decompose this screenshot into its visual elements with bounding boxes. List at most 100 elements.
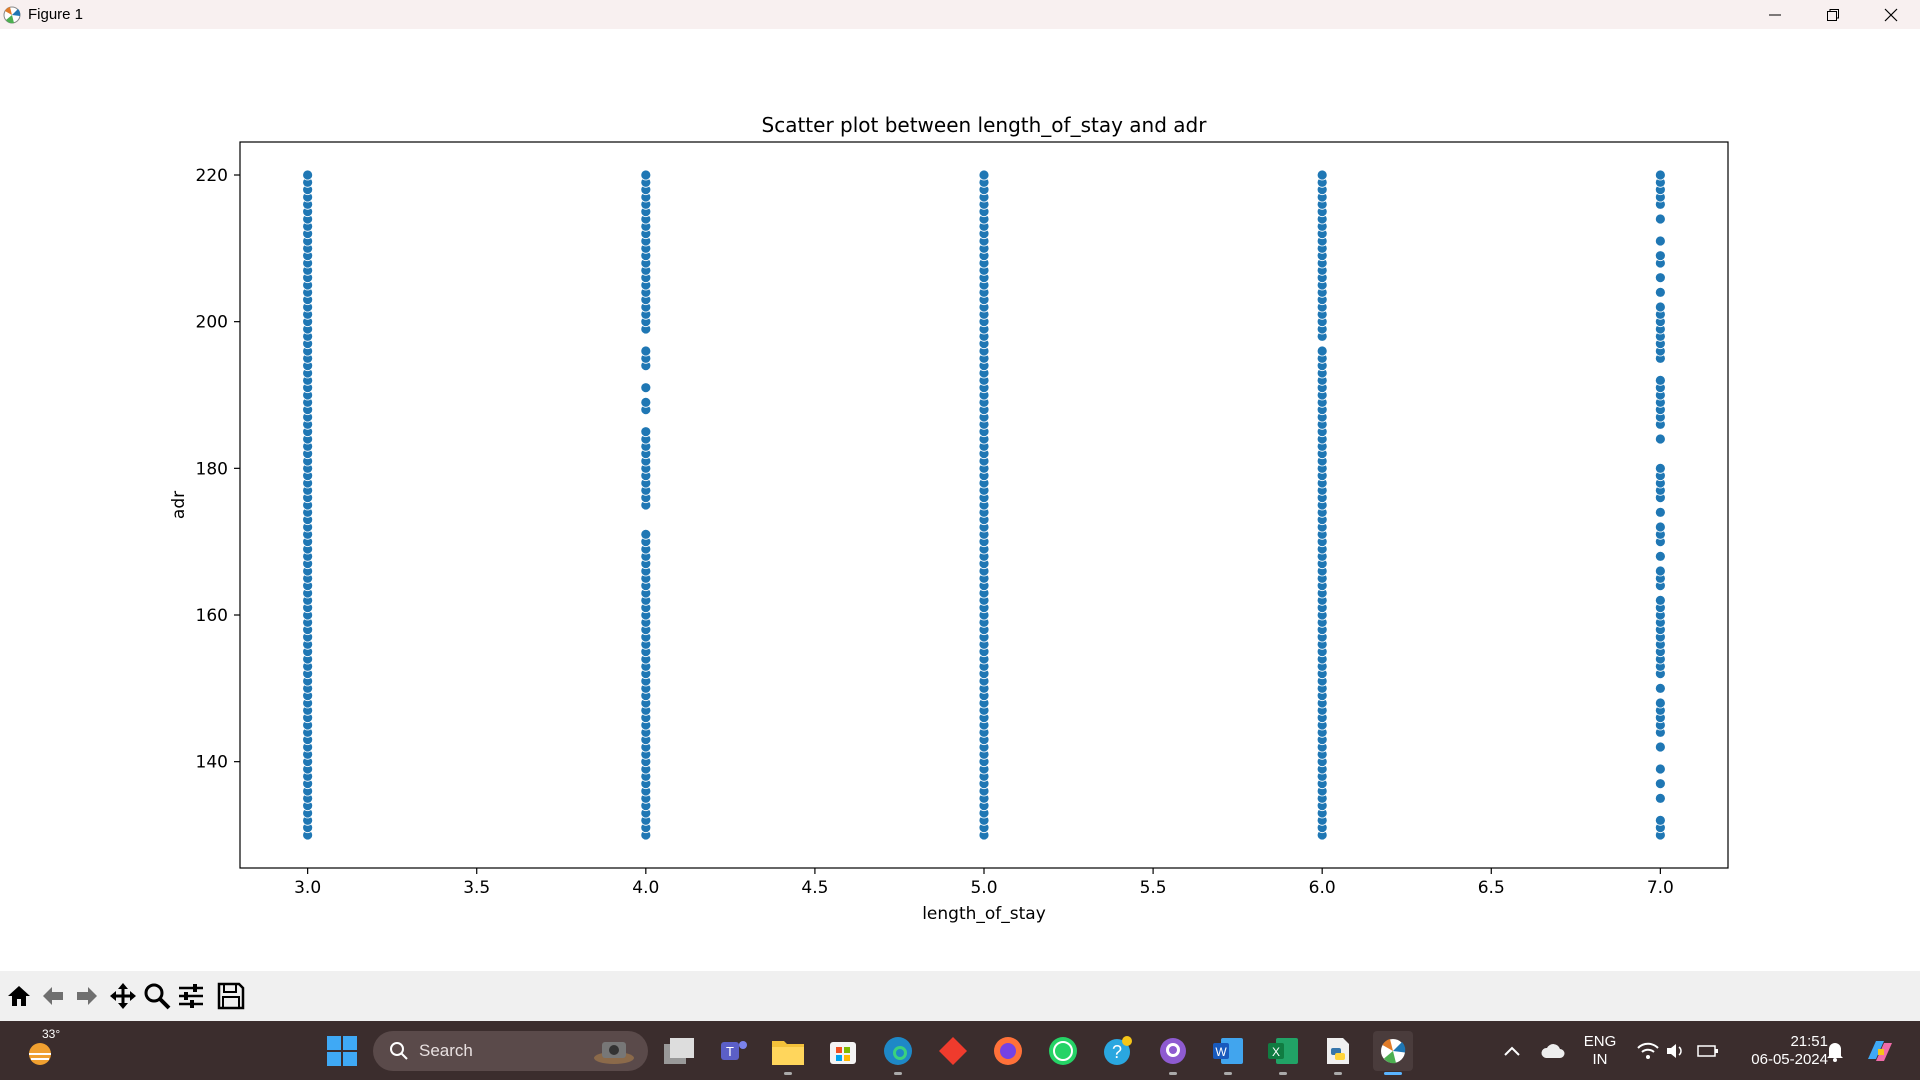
scatter-point [1654, 550, 1666, 562]
scatter-point [640, 382, 652, 394]
onedrive-button[interactable] [1533, 1031, 1573, 1071]
scatter-point [1654, 462, 1666, 474]
x-tick-label: 3.0 [294, 878, 321, 898]
scatter-point [1654, 374, 1666, 386]
x-tick-label: 4.5 [801, 878, 828, 898]
figure-canvas[interactable]: 3.0 3.5 4.0 4.5 5.0 5.5 6.0 6.5 7.0 140 160 180 200 2… [0, 29, 1920, 971]
forward-button[interactable] [70, 979, 104, 1013]
store-app[interactable] [823, 1031, 863, 1071]
weather-widget[interactable]: 33° [20, 1027, 60, 1071]
scatter-point [1654, 433, 1666, 445]
close-button[interactable] [1862, 0, 1920, 29]
teams-icon: T [721, 1041, 747, 1060]
cloud-icon [1541, 1044, 1565, 1058]
speaker-icon [1667, 1044, 1682, 1058]
task-view-icon [664, 1038, 694, 1064]
scatter-chart: 3.0 3.5 4.0 4.5 5.0 5.5 6.0 6.5 7.0 140 160 180 200 2… [169, 113, 1729, 924]
running-indicator [1279, 1072, 1287, 1075]
word-app[interactable]: W [1208, 1031, 1248, 1075]
x-tick-label: 4.0 [632, 878, 659, 898]
scatter-point [1654, 521, 1666, 533]
scatter-point [1654, 763, 1666, 775]
save-figure-button[interactable] [214, 979, 248, 1013]
start-button[interactable] [322, 1031, 362, 1071]
battery-button[interactable] [1688, 1031, 1728, 1071]
edge-icon [884, 1037, 912, 1065]
configure-subplots-button[interactable] [174, 979, 208, 1013]
restore-button[interactable] [1804, 0, 1862, 29]
show-hidden-icons-button[interactable] [1492, 1031, 1532, 1071]
navigation-toolbar [0, 971, 1920, 1021]
minimize-button[interactable] [1746, 0, 1804, 29]
y-tick-label: 180 [196, 459, 228, 479]
anydesk-icon [939, 1037, 967, 1065]
scatter-point [640, 169, 652, 181]
battery-icon [1697, 1045, 1718, 1057]
chart-title: Scatter plot between length_of_stay and … [762, 113, 1208, 137]
file-explorer-app[interactable] [768, 1031, 808, 1075]
y-axis-label: adr [169, 491, 189, 519]
y-tick-label: 140 [196, 753, 228, 773]
zoom-button[interactable] [140, 979, 174, 1013]
scatter-point [1654, 506, 1666, 518]
matplotlib-figure-app[interactable] [1373, 1031, 1413, 1075]
running-indicator [784, 1072, 792, 1075]
x-tick-label: 3.5 [463, 878, 490, 898]
pan-icon [110, 983, 136, 1009]
scatter-point [640, 528, 652, 540]
back-arrow-icon [43, 987, 63, 1005]
firefox-app[interactable] [988, 1031, 1028, 1071]
scatter-point [1316, 169, 1328, 181]
notifications-button[interactable] [1815, 1031, 1855, 1071]
scatter-point [1654, 814, 1666, 826]
x-axis-label: length_of_stay [922, 904, 1046, 924]
scatter-point [1654, 778, 1666, 790]
plot-frame [239, 141, 1729, 869]
window-titlebar: Figure 1 [0, 0, 1920, 29]
close-icon [1884, 8, 1898, 21]
matplotlib-logo-icon [3, 6, 21, 23]
svg-text:?: ? [1112, 1042, 1122, 1062]
chevron-up-icon [1504, 1046, 1520, 1056]
wifi-button[interactable] [1628, 1031, 1668, 1071]
anydesk-app[interactable] [933, 1031, 973, 1071]
y-tick-label: 200 [196, 313, 228, 333]
teams-app[interactable]: T [714, 1031, 754, 1071]
scatter-point [1654, 594, 1666, 606]
scatter-point [1654, 565, 1666, 577]
github-app[interactable] [1153, 1031, 1193, 1075]
weather-sun-icon [29, 1043, 51, 1065]
language-indicator-in[interactable]: IN [1592, 1051, 1608, 1068]
x-tick-label: 5.5 [1140, 878, 1167, 898]
excel-app[interactable]: X [1263, 1031, 1303, 1075]
whatsapp-app[interactable] [1043, 1031, 1083, 1071]
clock-time[interactable]: 21:51 [1790, 1033, 1828, 1050]
back-button[interactable] [36, 979, 70, 1013]
volume-button[interactable] [1656, 1031, 1696, 1071]
running-indicator [1224, 1072, 1232, 1075]
taskbar-search[interactable]: Search [373, 1031, 648, 1071]
pan-button[interactable] [106, 979, 140, 1013]
help-app[interactable]: ? [1098, 1031, 1138, 1071]
scatter-point [640, 345, 652, 357]
task-view-button[interactable] [659, 1031, 699, 1071]
scatter-point [1654, 741, 1666, 753]
weather-temperature: 33° [42, 1027, 61, 1041]
minimize-icon [1769, 14, 1781, 15]
python-app[interactable] [1318, 1031, 1358, 1075]
copilot-button[interactable] [1860, 1031, 1900, 1071]
search-placeholder: Search [419, 1041, 473, 1060]
clock-date[interactable]: 06-05-2024 [1751, 1051, 1828, 1068]
wifi-icon [1637, 1042, 1659, 1059]
matplotlib-logo-icon [1381, 1039, 1406, 1064]
restore-icon [1827, 8, 1839, 21]
firefox-icon [994, 1037, 1022, 1065]
svg-text:T: T [726, 1044, 734, 1059]
home-button[interactable] [2, 979, 36, 1013]
edge-app[interactable] [878, 1031, 918, 1075]
scatter-point [1654, 235, 1666, 247]
running-indicator [1169, 1072, 1177, 1075]
store-icon [830, 1042, 856, 1064]
whatsapp-icon [1049, 1037, 1077, 1065]
language-indicator-eng[interactable]: ENG [1583, 1033, 1617, 1050]
